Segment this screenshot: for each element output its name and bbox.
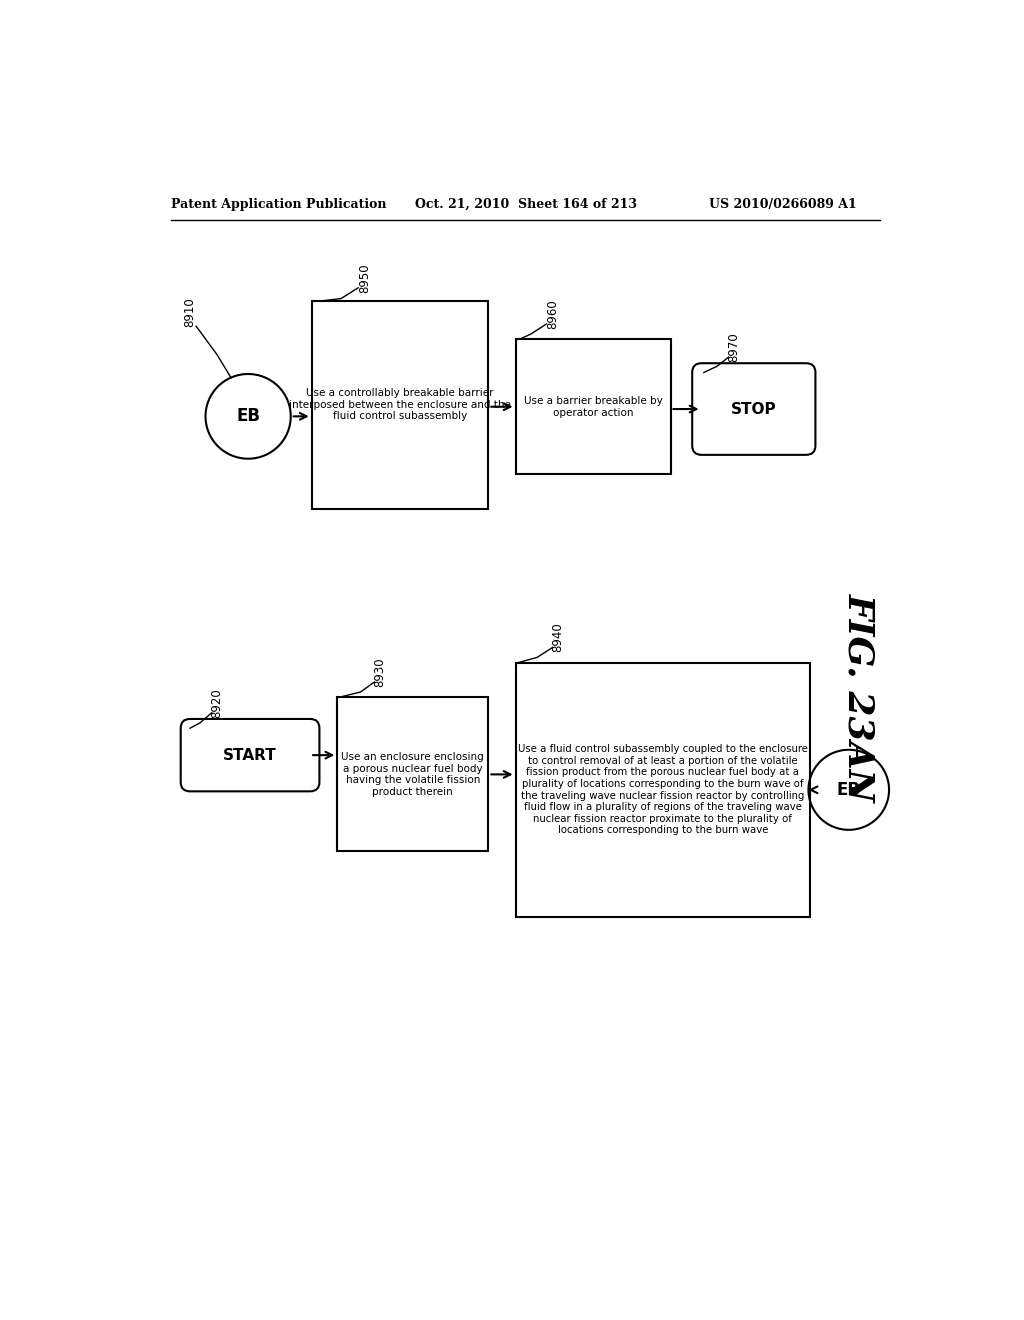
Text: 8910: 8910 (183, 297, 197, 327)
Text: START: START (223, 747, 276, 763)
Text: EB: EB (837, 781, 861, 799)
Text: Use an enclosure enclosing
a porous nuclear fuel body
having the volatile fissio: Use an enclosure enclosing a porous nucl… (341, 752, 484, 797)
Text: Use a controllably breakable barrier
interposed between the enclosure and the
fl: Use a controllably breakable barrier int… (289, 388, 511, 421)
Text: 8930: 8930 (374, 657, 386, 686)
Bar (515, 339, 671, 474)
Text: Use a barrier breakable by
operator action: Use a barrier breakable by operator acti… (523, 396, 663, 417)
Text: US 2010/0266089 A1: US 2010/0266089 A1 (710, 198, 857, 211)
Text: Use a fluid control subassembly coupled to the enclosure
to control removal of a: Use a fluid control subassembly coupled … (518, 744, 808, 836)
FancyBboxPatch shape (692, 363, 815, 455)
Text: 8960: 8960 (546, 300, 559, 329)
Text: STOP: STOP (731, 401, 776, 417)
Text: 8920: 8920 (211, 688, 223, 718)
Text: EB: EB (237, 408, 260, 425)
Bar (337, 697, 488, 851)
Bar (515, 663, 810, 917)
Bar (311, 301, 488, 508)
Text: 8970: 8970 (727, 333, 740, 362)
Text: FIG. 23AN: FIG. 23AN (842, 593, 876, 801)
Text: Oct. 21, 2010  Sheet 164 of 213: Oct. 21, 2010 Sheet 164 of 213 (415, 198, 637, 211)
Text: Patent Application Publication: Patent Application Publication (171, 198, 386, 211)
Text: 8940: 8940 (552, 623, 564, 652)
Text: 8950: 8950 (357, 263, 371, 293)
FancyBboxPatch shape (180, 719, 319, 792)
